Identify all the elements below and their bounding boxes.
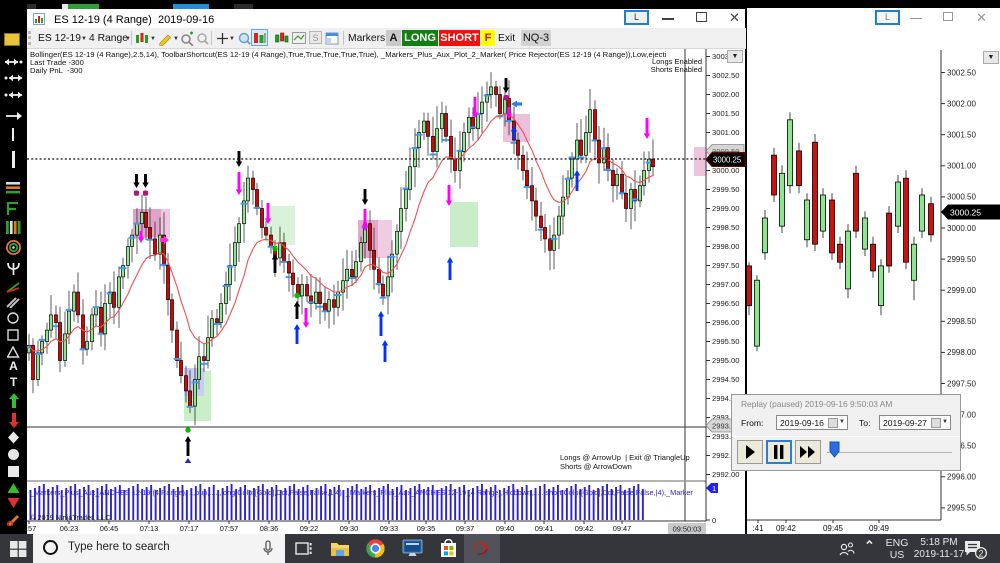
svg-text:09:30: 09:30	[340, 524, 359, 533]
svg-text:© 2019 NinjaTrader, LLC: © 2019 NinjaTrader, LLC	[30, 513, 111, 522]
svg-text:3000.00: 3000.00	[712, 166, 739, 175]
svg-text:09:42: 09:42	[776, 524, 797, 533]
svg-text:2997.50: 2997.50	[712, 261, 739, 270]
svg-text:09:35: 09:35	[417, 524, 436, 533]
svg-text:2992.50: 2992.50	[712, 451, 739, 460]
svg-text:Shorts @ ArrowDown: Shorts @ ArrowDown	[560, 462, 632, 471]
svg-text:07:13: 07:13	[140, 524, 159, 533]
svg-text:_Markers_Plus_Aux_ANCHES 12-19: _Markers_Plus_Aux_ANCHES 12-19 (4 Range)…	[29, 488, 693, 497]
svg-text:2999.00: 2999.00	[947, 286, 976, 295]
svg-text:2: 2	[978, 548, 983, 558]
svg-text:08:36: 08:36	[260, 524, 279, 533]
svg-text:3000.00: 3000.00	[947, 224, 976, 233]
svg-text:3003.0: 3003.0	[712, 52, 735, 61]
svg-text:3001.50: 3001.50	[712, 109, 739, 118]
svg-text:3002.00: 3002.00	[947, 99, 976, 108]
svg-text:2998.00: 2998.00	[947, 348, 976, 357]
svg-text:09:50:03: 09:50:03	[673, 525, 702, 534]
svg-text:09:49: 09:49	[869, 524, 890, 533]
svg-text:06:45: 06:45	[100, 524, 119, 533]
svg-text:1: 1	[712, 484, 716, 493]
svg-text:2997.00: 2997.00	[947, 410, 976, 419]
svg-text:Shorts Enabled: Shorts Enabled	[651, 65, 702, 74]
svg-text:3001.50: 3001.50	[947, 131, 976, 140]
svg-text:09:37: 09:37	[456, 524, 475, 533]
svg-text:2996.00: 2996.00	[947, 473, 976, 482]
svg-text:2999.50: 2999.50	[947, 255, 976, 264]
svg-text:Longs Enabled: Longs Enabled	[652, 57, 702, 66]
svg-text:09:45: 09:45	[823, 524, 844, 533]
svg-text:2998.50: 2998.50	[712, 223, 739, 232]
svg-text:2993.50: 2993.50	[712, 413, 739, 422]
svg-text:3002.50: 3002.50	[712, 71, 739, 80]
svg-text:09:47: 09:47	[613, 524, 632, 533]
svg-text:0: 0	[712, 516, 716, 525]
svg-text:2999.50: 2999.50	[712, 185, 739, 194]
svg-text:3001.00: 3001.00	[947, 162, 976, 171]
svg-text:3000.25: 3000.25	[950, 208, 981, 218]
svg-text:2997.00: 2997.00	[712, 280, 739, 289]
svg-text:2996.50: 2996.50	[712, 299, 739, 308]
svg-text:3002.00: 3002.00	[712, 90, 739, 99]
svg-text:09:42: 09:42	[575, 524, 594, 533]
svg-text:6:57: 6:57	[22, 524, 36, 533]
svg-text:2994.50: 2994.50	[712, 375, 739, 384]
svg-text:2994.00: 2994.00	[712, 394, 739, 403]
svg-text:2992.00: 2992.00	[712, 470, 739, 479]
svg-text:2997.50: 2997.50	[947, 379, 976, 388]
svg-text:07:57: 07:57	[220, 524, 239, 533]
svg-text:06:23: 06:23	[60, 524, 79, 533]
svg-text:09:22: 09:22	[300, 524, 319, 533]
svg-text:09:33: 09:33	[380, 524, 399, 533]
svg-text:2999.00: 2999.00	[712, 204, 739, 213]
svg-text:3000.50: 3000.50	[712, 147, 739, 156]
svg-text:2995.50: 2995.50	[947, 504, 976, 513]
svg-text:3002.50: 3002.50	[947, 68, 976, 77]
svg-text:3000.50: 3000.50	[947, 193, 976, 202]
svg-text:2996.50: 2996.50	[947, 442, 976, 451]
svg-text:07:17: 07:17	[180, 524, 199, 533]
svg-text:2998.00: 2998.00	[712, 242, 739, 251]
svg-text:2995.50: 2995.50	[712, 337, 739, 346]
svg-text:2993.: 2993.	[712, 422, 731, 431]
svg-text:Last Trade -300: Last Trade -300	[30, 58, 84, 67]
svg-text:Longs @ ArrowUp | Exit @ Tria: Longs @ ArrowUp | Exit @ TriangleUp	[560, 453, 690, 462]
svg-text:2998.50: 2998.50	[947, 317, 976, 326]
svg-text:09:41: 09:41	[535, 524, 554, 533]
svg-text:2995.00: 2995.00	[712, 356, 739, 365]
svg-text:09:40: 09:40	[496, 524, 515, 533]
svg-text:Bollinger(ES 12-19 (4 Range),2: Bollinger(ES 12-19 (4 Range),2.5,14), To…	[30, 50, 667, 59]
svg-text:3001.00: 3001.00	[712, 128, 739, 137]
svg-text:2993.00: 2993.00	[712, 432, 739, 441]
svg-text:2996.00: 2996.00	[712, 318, 739, 327]
svg-text:Daily PnL -300: Daily PnL -300	[30, 66, 83, 75]
svg-text:3000.25: 3000.25	[713, 156, 742, 165]
svg-text::41: :41	[752, 524, 764, 533]
